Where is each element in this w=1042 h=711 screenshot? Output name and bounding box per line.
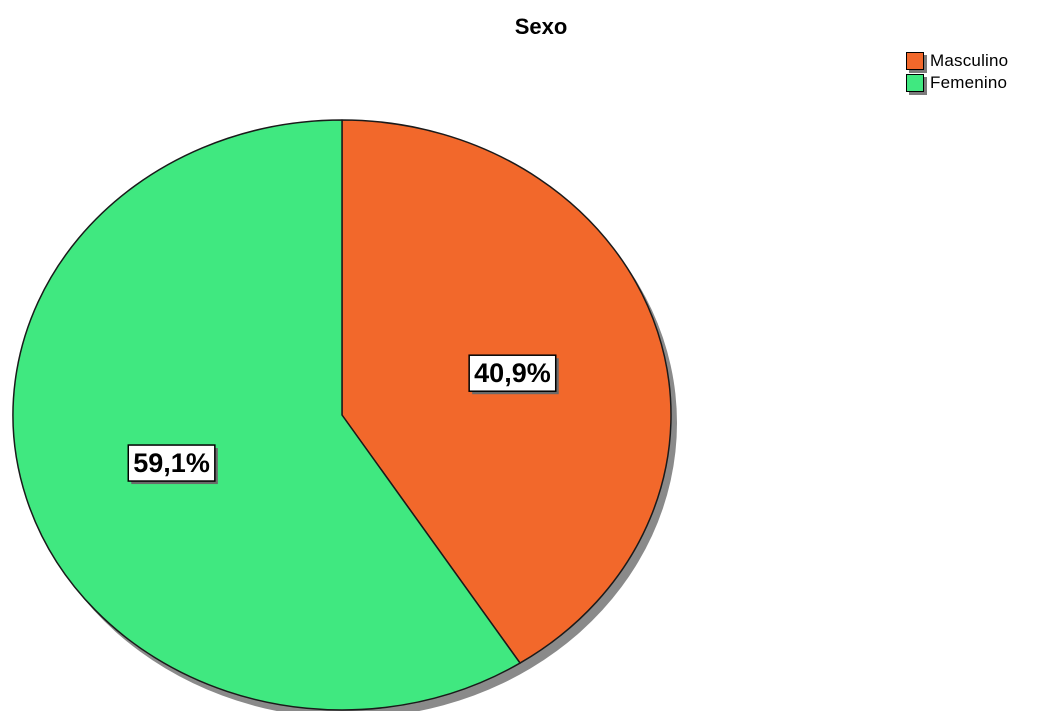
data-label-text-femenino: 59,1% <box>133 448 210 478</box>
data-label-masculino: 40,9% <box>468 354 559 395</box>
data-label-text-masculino: 40,9% <box>474 358 551 388</box>
legend-item-femenino: Femenino <box>906 72 1008 94</box>
legend-item-masculino: Masculino <box>906 50 1008 72</box>
legend: Masculino Femenino <box>906 50 1008 94</box>
data-label-femenino: 59,1% <box>127 444 218 485</box>
data-label-box-femenino <box>127 444 216 482</box>
data-label-box-masculino <box>468 354 557 392</box>
legend-swatch-masculino <box>906 52 924 70</box>
legend-swatch-femenino <box>906 74 924 92</box>
pie-slice-femenino <box>12 119 521 711</box>
legend-label-masculino: Masculino <box>930 51 1009 70</box>
chart-title: Sexo <box>514 14 568 39</box>
legend-label-femenino: Femenino <box>930 73 1008 92</box>
